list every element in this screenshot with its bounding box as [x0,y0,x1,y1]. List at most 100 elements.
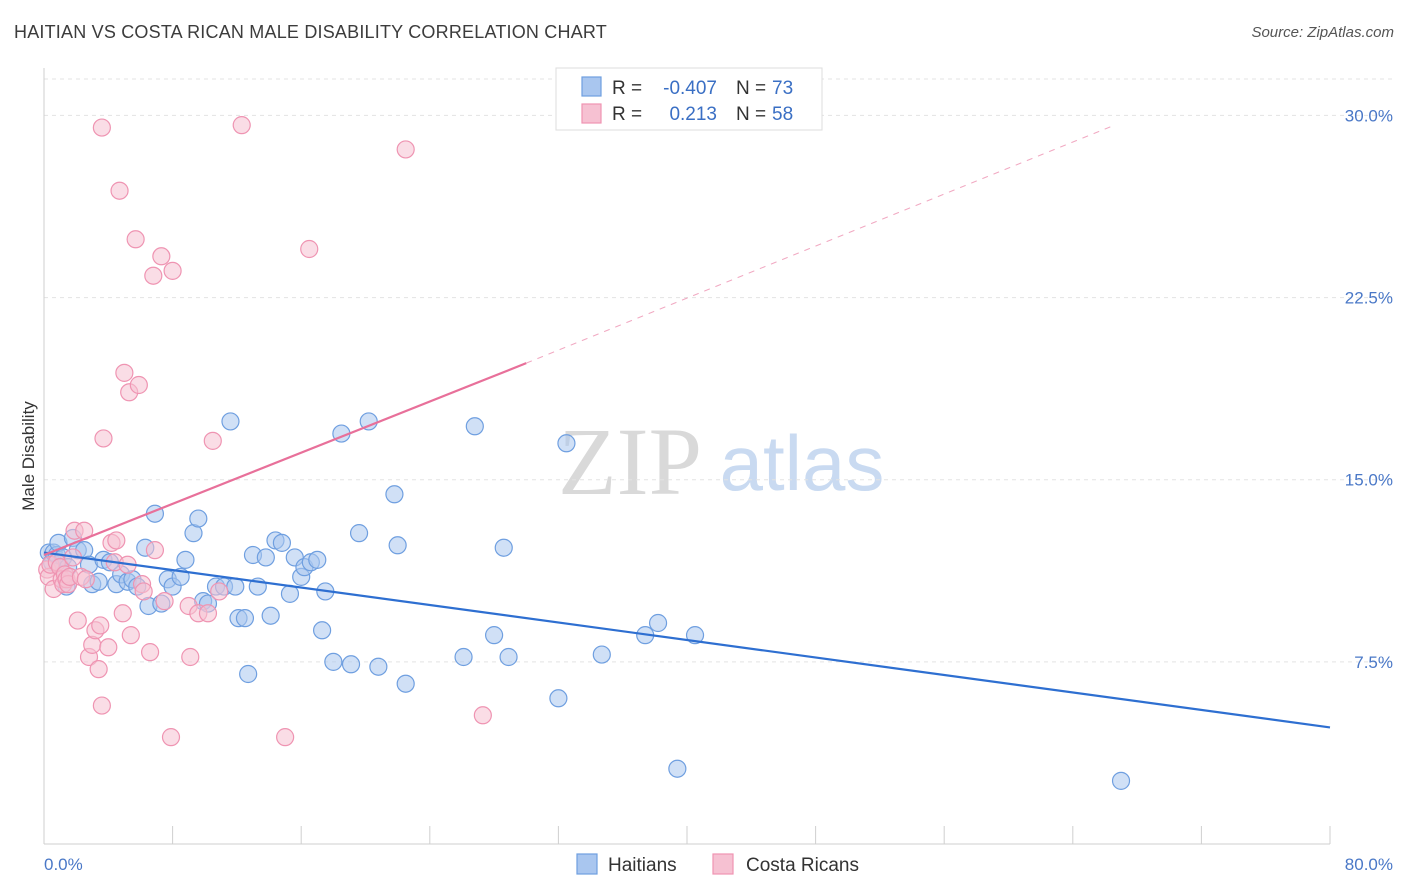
legend-r-value-costa-ricans: 0.213 [669,104,717,125]
trend-lines [43,124,1331,729]
data-point [324,652,343,671]
data-point [256,548,275,567]
data-point [308,550,327,569]
top-legend: R = -0.407 N = 73 R = 0.213 N = 58 [555,67,823,131]
data-point [592,645,611,664]
data-point [189,509,208,528]
trend-line-haitians [43,551,1331,729]
source-label: Source: ZipAtlas.com [1251,24,1394,41]
data-point [144,266,163,285]
data-point [92,118,111,137]
data-point [152,247,171,266]
data-point [312,621,332,640]
data-point [113,604,132,623]
data-point [76,570,95,589]
x-tick-label-min: 0.0% [44,855,83,874]
data-point [232,116,251,135]
watermark-zip: ZIP [558,408,702,515]
chart-title: HAITIAN VS COSTA RICAN MALE DISABILITY C… [14,22,607,42]
data-point [221,412,240,431]
y-tick-label: 30.0% [1345,106,1393,125]
data-point [388,536,407,555]
data-point [107,531,126,550]
data-point [549,689,568,708]
x-tick-labels: 0.0% 80.0% [44,855,1393,874]
data-point [494,538,513,557]
legend-r-value-haitians: -0.407 [663,78,717,99]
data-point [110,181,129,200]
data-point [176,550,195,569]
data-point [300,239,319,259]
legend-n-value-haitians: 73 [772,78,793,99]
trend-line-costa-ricans-extension [526,124,1115,364]
data-point [140,643,160,662]
data-point [465,417,484,436]
data-point [235,609,255,628]
legend-n-label-haitians: N = [736,78,766,99]
y-tick-labels: 7.5% 15.0% 22.5% 30.0% [1345,106,1393,671]
legend-swatch-costa-ricans [581,103,602,124]
data-point [92,696,111,715]
data-point [499,647,518,667]
gridlines [44,78,1392,663]
bottom-legend-swatch-costa-ricans [712,853,734,875]
data-point [485,626,504,645]
watermark-atlas: atlas [720,419,885,507]
x-tick-label-max: 80.0% [1345,855,1393,874]
data-point [1111,771,1131,790]
data-point [272,533,292,552]
data-point [155,592,174,611]
data-point [557,434,576,453]
data-point [161,728,181,747]
data-point [396,674,415,693]
data-point [261,606,280,625]
data-point [68,611,87,630]
data-point [129,375,148,395]
costa-ricans-points [38,116,492,747]
data-point [210,582,229,601]
legend-swatch-haitians [581,76,602,97]
data-point [198,604,218,623]
bottom-legend-swatch-haitians [576,853,598,875]
haitians-points [39,412,1131,790]
data-point [239,664,258,684]
data-point [685,626,705,645]
data-point [341,655,361,674]
bottom-legend-haitians: Haitians [608,855,677,876]
data-point [396,140,415,159]
bottom-legend-costa-ricans: Costa Ricans [746,855,859,876]
axes [43,68,1331,845]
y-tick-label: 7.5% [1354,653,1393,672]
data-point [276,728,295,747]
data-point [126,230,145,249]
y-tick-label: 15.0% [1345,471,1393,490]
data-point [349,524,369,543]
data-point [369,657,388,676]
data-point [145,541,165,560]
data-point [181,647,200,667]
data-point [473,706,492,725]
legend-r-label-costa-ricans: R = [612,104,642,125]
data-point [115,363,134,382]
data-point [668,759,687,778]
bottom-legend: Haitians Costa Ricans [576,853,859,876]
data-point [163,261,182,280]
data-point [121,626,140,645]
data-point [99,638,118,657]
data-point [385,485,404,504]
legend-r-label-haitians: R = [612,78,642,99]
trend-line-costa-ricans [43,362,527,557]
data-point [91,616,110,635]
data-point [89,660,108,679]
data-point [454,647,473,667]
y-tick-label: 22.5% [1345,289,1393,308]
legend-n-value-costa-ricans: 58 [772,104,793,125]
data-point [648,613,668,633]
data-point [94,429,113,448]
data-point [226,577,245,596]
data-point [134,582,153,601]
y-axis-title: Male Disability [19,401,38,511]
data-point [203,431,222,450]
legend-n-label-costa-ricans: N = [736,104,766,125]
